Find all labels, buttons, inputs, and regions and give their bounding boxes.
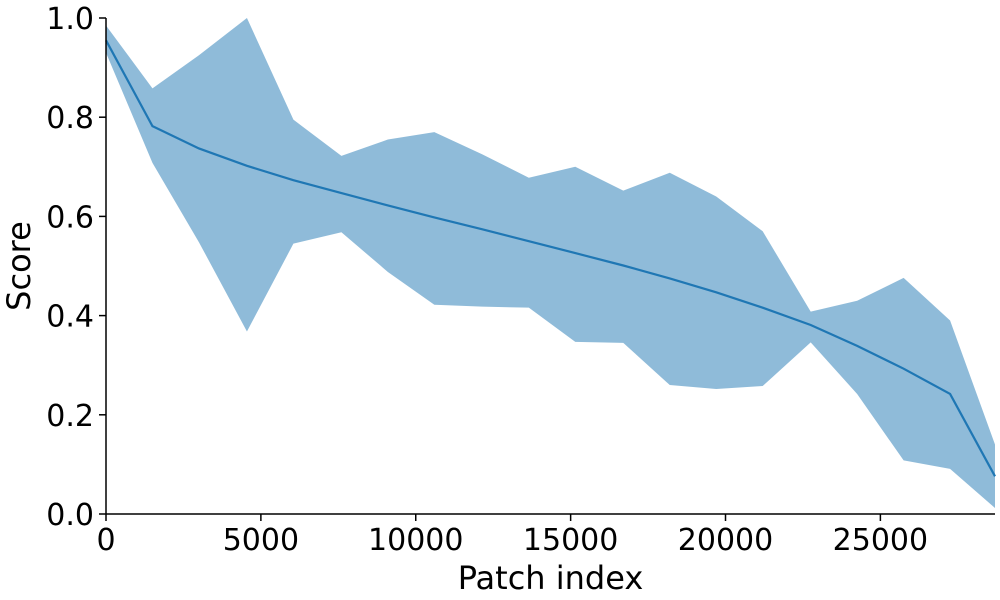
x-tick-label: 10000 [368, 523, 463, 558]
y-tick-label: 0.0 [46, 498, 94, 533]
y-tick-label: 0.2 [46, 399, 94, 434]
y-tick-label: 1.0 [46, 2, 94, 37]
plot-area [105, 18, 996, 509]
y-tick-label: 0.8 [46, 101, 94, 136]
y-ticks: 0.0 0.2 0.4 0.6 0.8 1.0 [46, 2, 106, 533]
x-tick-label: 0 [96, 523, 115, 558]
x-tick-label: 25000 [833, 523, 928, 558]
mean-score-line [105, 39, 996, 477]
y-tick-label: 0.6 [46, 200, 94, 235]
confidence-band [106, 18, 995, 509]
x-ticks: 0 5000 10000 15000 20000 25000 [96, 514, 928, 558]
x-tick-label: 15000 [523, 523, 618, 558]
x-tick-label: 20000 [678, 523, 773, 558]
x-axis-label: Patch index [458, 559, 644, 597]
x-tick-label: 5000 [223, 523, 299, 558]
y-tick-label: 0.4 [46, 300, 94, 335]
y-axis-label: Score [0, 221, 38, 311]
